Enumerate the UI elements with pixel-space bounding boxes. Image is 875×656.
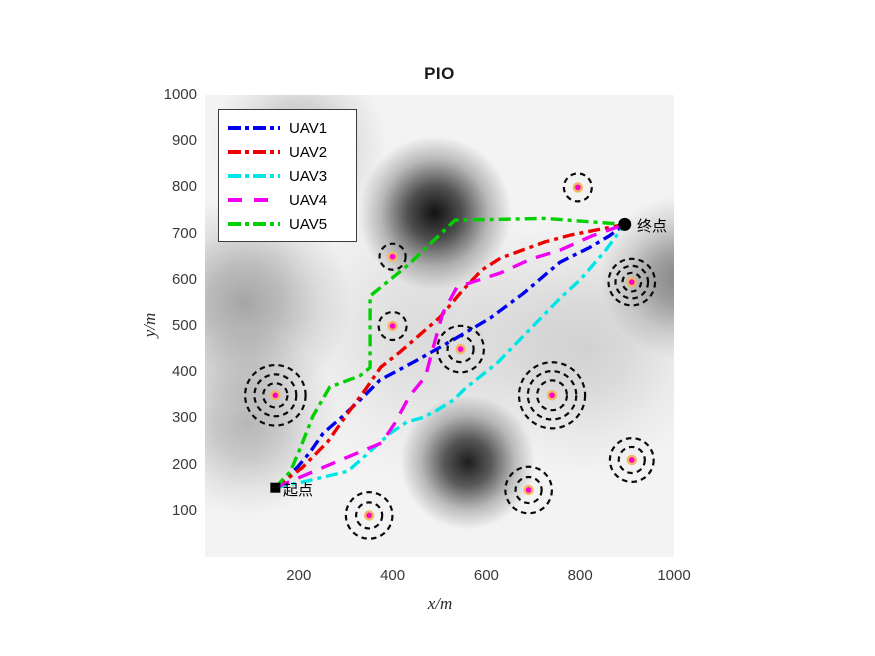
y-tick-label: 300	[171, 409, 197, 427]
uav-path-uav3	[274, 223, 627, 490]
obstacle-ring	[517, 361, 587, 430]
obstacle-ring	[621, 271, 643, 293]
chart-title: PIO	[424, 64, 455, 83]
obstacle-ring	[344, 491, 394, 540]
obstacle-ring	[607, 257, 657, 307]
obstacle-ring	[617, 445, 646, 475]
end-point-label: 终点	[637, 217, 668, 235]
obstacle-ring	[378, 242, 407, 271]
x-tick-label: 200	[286, 567, 312, 584]
legend-label: UAV4	[289, 191, 328, 209]
terrain-blob	[281, 186, 580, 485]
y-tick-label: 700	[171, 224, 197, 242]
legend-line-sample	[228, 126, 280, 130]
uav-path-uav5	[274, 216, 625, 489]
legend-item-uav3: UAV3	[219, 164, 356, 188]
obstacle-ring	[504, 465, 553, 515]
start-point-label: 起点	[283, 481, 314, 499]
legend-item-uav2: UAV2	[219, 140, 356, 164]
obstacle-ring	[526, 369, 578, 421]
y-tick-label: 200	[171, 455, 197, 473]
uav-path-uav4	[274, 222, 626, 490]
obstacle-ring	[536, 379, 569, 412]
uav-path-uav1	[274, 223, 626, 489]
obstacle-ring	[608, 437, 655, 483]
obstacle-ring	[614, 264, 650, 300]
obstacle-center-dot	[363, 510, 375, 521]
legend-item-uav4: UAV4	[219, 188, 356, 212]
legend-line-sample	[228, 174, 280, 178]
end-marker	[618, 217, 632, 231]
legend-line-sample	[228, 150, 280, 154]
obstacle-ring	[253, 373, 298, 418]
obstacle-ring	[243, 363, 307, 427]
obstacle-center-dot	[572, 182, 584, 193]
x-tick-label: 400	[380, 567, 406, 584]
y-tick-label: 600	[171, 270, 197, 288]
legend-item-uav1: UAV1	[219, 116, 356, 140]
legend-label: UAV5	[289, 215, 328, 233]
y-tick-label: 500	[171, 317, 197, 334]
y-tick-label: 100	[171, 501, 197, 519]
obstacle-center-dot	[455, 343, 466, 355]
x-axis-label: x/m	[427, 594, 453, 613]
obstacle-center-dot	[270, 390, 281, 401]
plot-area: UAV1 UAV2 UAV3 UAV4 UAV5 起点 终点	[205, 95, 674, 557]
y-tick-label: 900	[171, 132, 197, 150]
legend: UAV1 UAV2 UAV3 UAV4 UAV5	[218, 109, 357, 242]
x-tick-label: 1000	[657, 567, 691, 584]
legend-line-sample	[228, 222, 280, 226]
obstacle-ring	[355, 501, 384, 530]
obstacle-center-dot	[626, 454, 637, 466]
obstacle-center-dot	[626, 276, 637, 288]
obstacle-ring	[262, 382, 289, 409]
y-tick-label: 1000	[163, 86, 197, 103]
y-tick-label: 400	[171, 363, 197, 381]
legend-label: UAV2	[289, 143, 328, 161]
y-axis-label: y/m	[140, 312, 159, 338]
obstacle-center-dot	[387, 251, 398, 262]
uav-path-uav2	[274, 222, 626, 490]
x-tick-label: 600	[473, 567, 499, 584]
obstacle-ring	[562, 172, 593, 203]
obstacle-center-dot	[387, 320, 398, 332]
legend-item-uav5: UAV5	[219, 212, 356, 236]
obstacle-center-dot	[546, 390, 558, 401]
legend-label: UAV3	[289, 167, 328, 185]
x-tick-label: 800	[567, 567, 593, 584]
obstacle-ring	[514, 475, 543, 505]
obstacle-center-dot	[523, 484, 534, 496]
legend-label: UAV1	[289, 119, 328, 137]
obstacle-ring	[377, 310, 408, 342]
y-tick-label: 800	[171, 178, 197, 196]
start-marker	[270, 482, 281, 493]
legend-line-sample	[228, 198, 280, 202]
